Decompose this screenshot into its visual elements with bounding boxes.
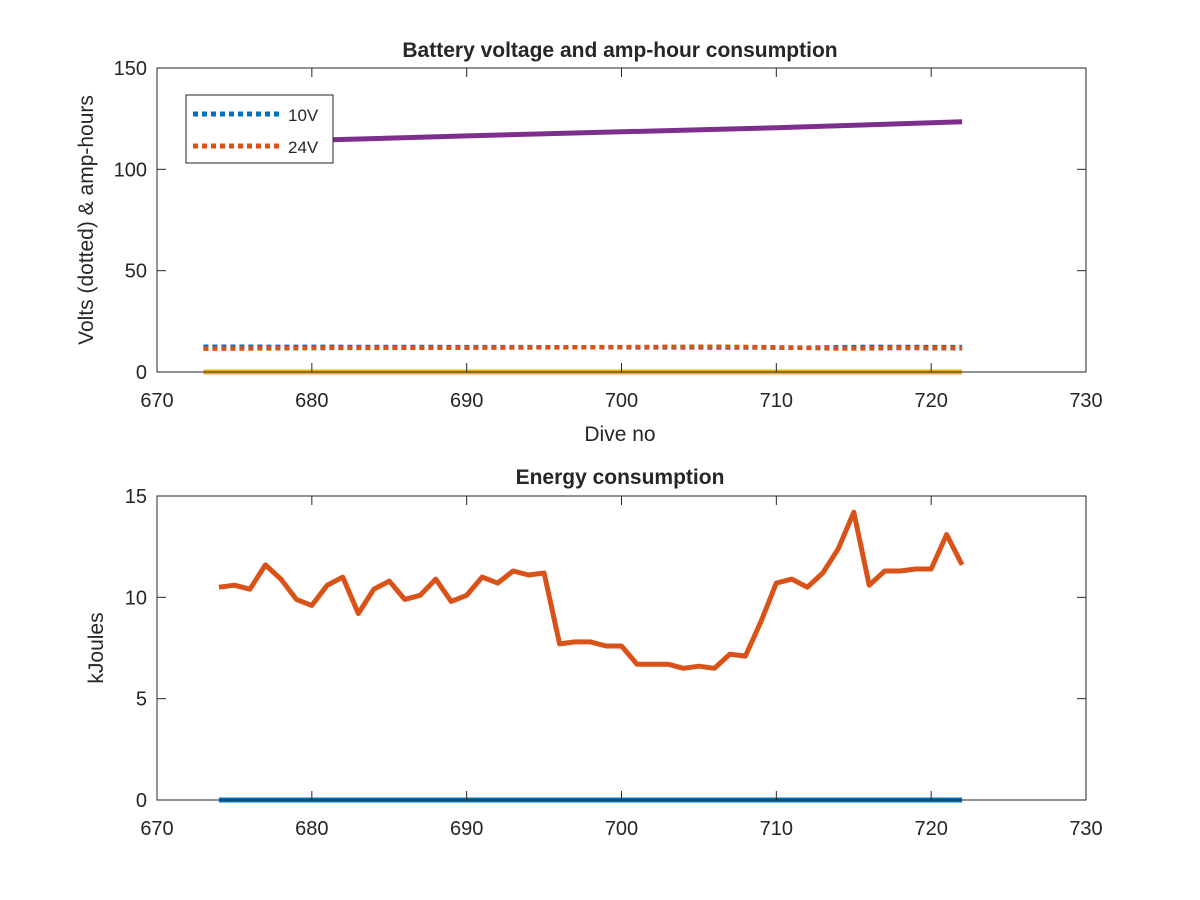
x-tick-label: 730 [1069,390,1102,412]
voltage-chart-y-axis-label: Volts (dotted) & amp-hours [75,95,98,345]
y-tick-label: 0 [136,362,147,384]
voltage-chart-ticks: 670 680 690 700 710 720 730 0 50 100 150 [114,58,1103,412]
voltage-chart: Battery voltage and amp-hour consumption… [75,39,1103,446]
voltage-chart-legend: 10V 24V [185,94,334,164]
voltage-chart-x-axis-label: Dive no [584,423,655,446]
y-tick-label: 10 [125,587,147,609]
energy-line [218,509,965,671]
x-tick-label: 730 [1069,818,1102,840]
x-tick-label: 670 [140,390,173,412]
y-tick-label: 15 [125,486,147,508]
x-tick-label: 690 [450,818,483,840]
x-tick-label: 710 [760,390,793,412]
series-24v-line [203,344,963,351]
energy-chart-title: Energy consumption [516,466,725,489]
x-tick-label: 690 [450,390,483,412]
energy-chart: Energy consumption 670 680 690 700 710 720 730… [85,466,1103,840]
voltage-chart-title: Battery voltage and amp-hour consumption [402,39,837,62]
y-tick-label: 5 [136,689,147,711]
x-tick-label: 700 [605,818,638,840]
y-tick-label: 150 [114,58,147,80]
energy-chart-ticks: 670 680 690 700 710 720 730 0 5 10 15 [125,486,1103,840]
x-tick-label: 720 [914,390,947,412]
x-tick-label: 700 [605,390,638,412]
x-tick-label: 680 [295,818,328,840]
legend-label-24v: 24V [288,138,319,157]
legend-label-10v: 10V [288,106,319,125]
x-tick-label: 680 [295,390,328,412]
y-tick-label: 100 [114,159,147,181]
x-tick-label: 670 [140,818,173,840]
x-tick-label: 710 [760,818,793,840]
energy-chart-y-axis-label: kJoules [85,612,108,683]
x-tick-label: 720 [914,818,947,840]
y-tick-label: 50 [125,261,147,283]
y-tick-label: 0 [136,790,147,812]
legend-box [185,94,334,164]
